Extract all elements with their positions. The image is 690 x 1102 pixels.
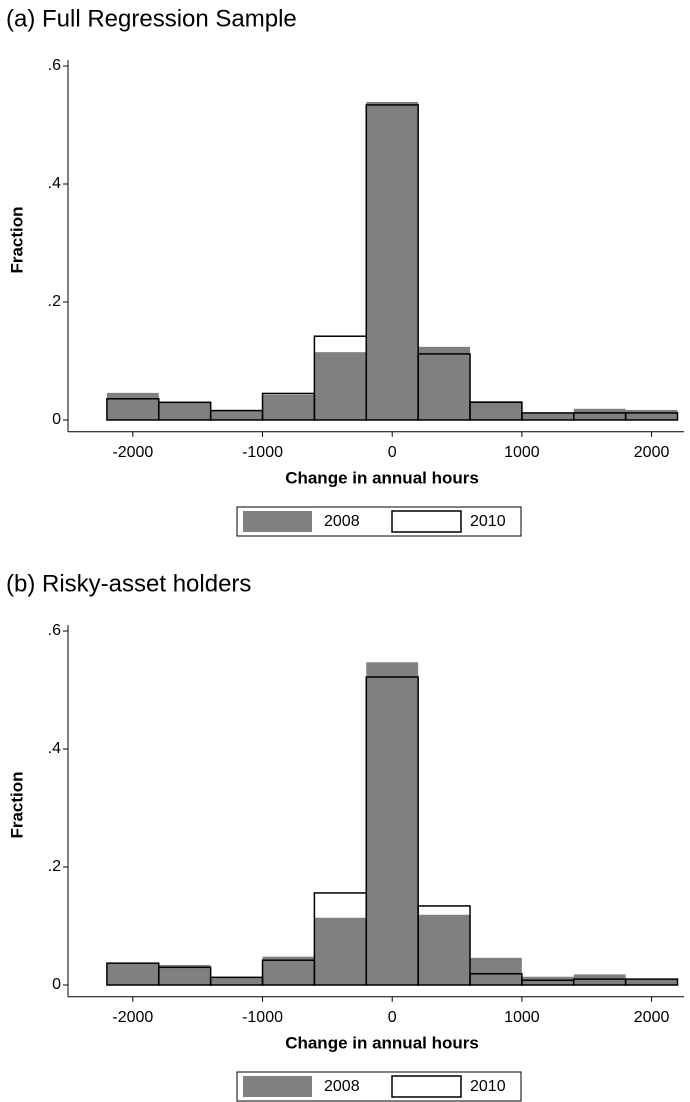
x-axis-label: Change in annual hours: [285, 1033, 479, 1052]
bar: [210, 410, 263, 420]
bar: [262, 394, 315, 420]
y-axis-label: Fraction: [7, 206, 26, 273]
y-tick-label: .2: [48, 293, 61, 310]
bar: [469, 401, 523, 421]
x-tick-label: 0: [388, 444, 397, 461]
legend-label: 2008: [324, 1078, 360, 1095]
x-tick-label: 2000: [634, 444, 670, 461]
bar: [625, 979, 678, 985]
legend-label: 2008: [324, 513, 360, 530]
x-tick-label: 0: [388, 1009, 397, 1026]
y-tick-label: 0: [52, 411, 61, 428]
bar: [418, 346, 471, 420]
x-axis-label: Change in annual hours: [285, 468, 479, 487]
bar: [366, 101, 419, 421]
x-tick-label: -1000: [242, 444, 283, 461]
x-tick-label: -2000: [112, 1009, 153, 1026]
legend-swatch: [391, 1075, 462, 1098]
bar: [418, 914, 471, 985]
x-tick-label: -1000: [242, 1009, 283, 1026]
bar: [521, 412, 574, 420]
bar: [106, 963, 159, 985]
chart: (a) Full Regression Sample 0 .2 .4 .6 -2000 -1…: [6, 5, 684, 537]
bar: [158, 402, 211, 420]
bar: [106, 392, 159, 420]
y-axis-label: Fraction: [7, 771, 26, 838]
chart-title: (b) Risky-asset holders: [6, 570, 251, 597]
bar: [417, 905, 471, 986]
bar: [469, 973, 523, 986]
legend-swatch: [243, 1076, 312, 1097]
bar: [624, 978, 679, 986]
bar: [470, 957, 522, 985]
bar: [365, 676, 419, 986]
y-tick-label: .4: [48, 740, 61, 757]
bar: [366, 662, 419, 985]
bar: [314, 352, 367, 420]
legend-label: 2010: [470, 1078, 506, 1095]
legend-swatch: [243, 511, 312, 532]
y-tick-label: .6: [48, 57, 61, 74]
y-tick-label: .2: [48, 858, 61, 875]
x-tick-label: 2000: [634, 1009, 670, 1026]
bar: [470, 401, 522, 420]
x-tick-label: 1000: [504, 444, 540, 461]
x-tick-label: 1000: [504, 1009, 540, 1026]
bar: [210, 977, 263, 985]
x-tick-label: -2000: [112, 444, 153, 461]
bar: [262, 956, 315, 985]
bar: [624, 412, 679, 421]
legend-swatch: [391, 510, 462, 533]
bar: [365, 104, 419, 421]
bar: [625, 409, 678, 420]
bar: [573, 408, 626, 420]
chart: (b) Risky-asset holders 0 .2 .4 .6 -2000 -1000…: [6, 570, 684, 1102]
y-tick-label: .6: [48, 622, 61, 639]
bar: [314, 917, 367, 985]
legend-label: 2010: [470, 513, 506, 530]
bar: [158, 964, 211, 985]
y-tick-label: .4: [48, 175, 61, 192]
y-tick-label: 0: [52, 976, 61, 993]
bar: [417, 353, 471, 421]
bar: [158, 966, 212, 986]
chart-title: (a) Full Regression Sample: [6, 5, 297, 32]
